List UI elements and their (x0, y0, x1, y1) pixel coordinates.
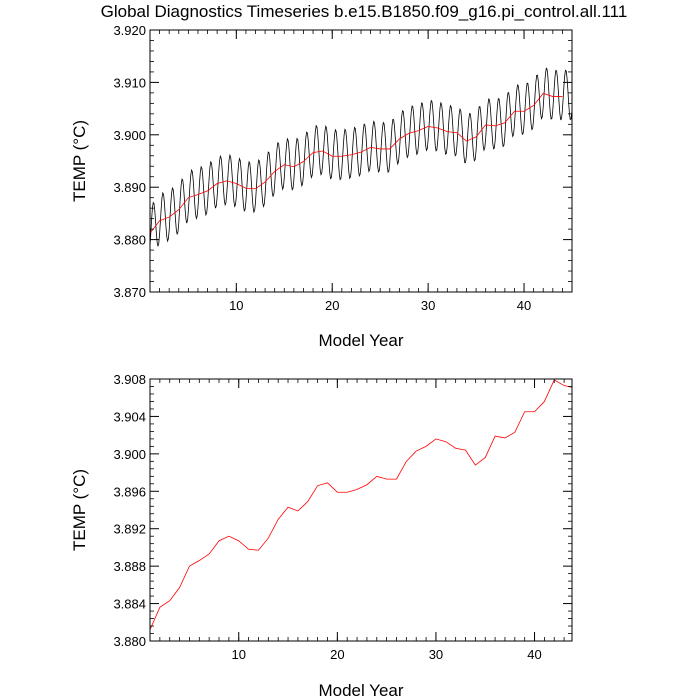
bottom-panel-y-tick-label: 3.900 (113, 447, 146, 462)
top-panel-x-tick-label: 30 (421, 298, 435, 313)
top-panel-y-tick-label: 3.890 (113, 180, 146, 195)
bottom-panel-y-axis-label: TEMP (°C) (70, 469, 89, 551)
top-panel-y-tick-label: 3.910 (113, 75, 146, 90)
bottom-panel-y-tick-label: 3.908 (113, 372, 146, 387)
top-panel-x-tick-label: 40 (517, 298, 531, 313)
top-panel-y-tick-label: 3.920 (113, 23, 146, 38)
top-panel-x-tick-label: 20 (325, 298, 339, 313)
bottom-panel-x-tick-label: 30 (429, 647, 443, 662)
top-panel-series-monthly-line (149, 67, 573, 247)
top-panel-y-tick-label: 3.880 (113, 233, 146, 248)
top-panel-series-annual-mean-line (149, 92, 563, 234)
bottom-panel-y-tick-label: 3.884 (113, 597, 146, 612)
bottom-panel-plot-frame (149, 378, 573, 642)
chart-title: Global Diagnostics Timeseries b.e15.B185… (101, 2, 628, 21)
bottom-panel-y-tick-label: 3.892 (113, 522, 146, 537)
bottom-panel-x-axis-label: Model Year (318, 681, 403, 700)
bottom-panel-x-tick-label: 20 (330, 647, 344, 662)
top-panel-y-tick-label: 3.900 (113, 128, 146, 143)
top-panel: Model Year TEMP (°C) 10 20 30 40 3.870 3.880 3… (70, 23, 573, 350)
top-panel-y-tick-label: 3.870 (113, 285, 146, 300)
bottom-panel-x-tick-label: 40 (527, 647, 541, 662)
bottom-panel-y-tick-label: 3.880 (113, 634, 146, 649)
bottom-panel-x-tick-label: 10 (232, 647, 246, 662)
bottom-panel-y-tick-label: 3.896 (113, 484, 146, 499)
top-panel-x-axis-label: Model Year (318, 331, 403, 350)
bottom-panel-series-annual-mean-line (149, 379, 573, 630)
top-panel-x-tick-label: 10 (229, 298, 243, 313)
bottom-panel: Model Year TEMP (°C) 10 20 30 40 3.880 3.884 3… (70, 372, 573, 700)
bottom-panel-y-tick-label: 3.888 (113, 559, 146, 574)
top-panel-y-axis-label: TEMP (°C) (70, 120, 89, 202)
bottom-panel-y-tick-label: 3.904 (113, 409, 146, 424)
